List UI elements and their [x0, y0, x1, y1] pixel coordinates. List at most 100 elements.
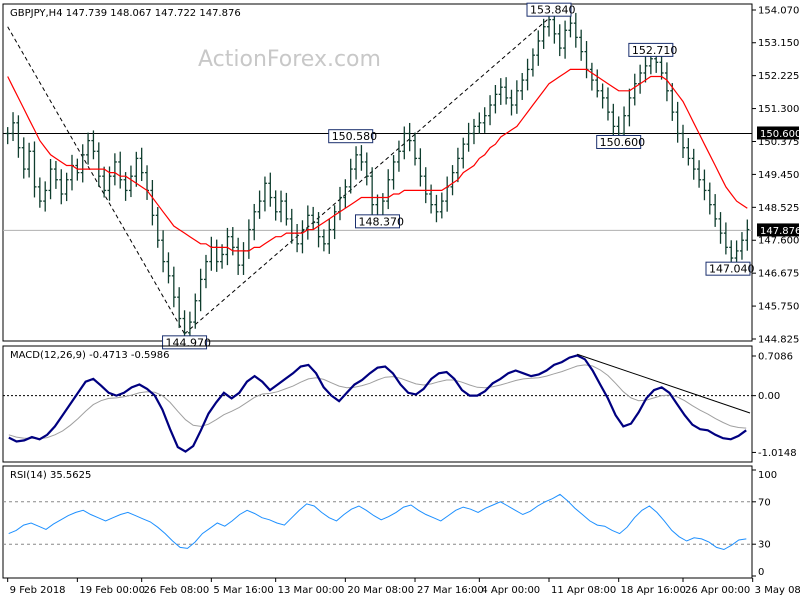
price-bar	[128, 165, 133, 198]
price-bar	[236, 237, 241, 275]
price-bar	[11, 112, 16, 142]
price-bar	[118, 151, 123, 189]
price-bar	[541, 18, 546, 49]
price-bar	[429, 184, 434, 214]
price-annotation-box	[526, 2, 572, 17]
macd-y-tick-label: 0.7086	[758, 351, 793, 362]
price-bar	[327, 218, 332, 254]
price-bar	[675, 101, 680, 143]
price-y-tick-label: 153.150	[758, 38, 799, 49]
price-bar	[514, 80, 519, 114]
price-bar	[589, 62, 594, 91]
price-bar	[171, 266, 176, 308]
price-bar	[139, 147, 144, 182]
price-annotation: 153.840	[526, 2, 576, 17]
price-y-tick-label: 151.300	[758, 104, 799, 115]
rsi-plot-area	[3, 493, 752, 551]
time-tick-label: 20 Mar 08:00	[347, 585, 414, 596]
time-tick-label: 11 Apr 08:00	[551, 585, 616, 596]
macd-panel-frame	[2, 345, 753, 463]
price-annotation: 147.040	[705, 261, 755, 276]
pattern-dashed-line	[7, 26, 185, 335]
price-annotation-box	[355, 214, 400, 229]
time-tick-label: 26 Apr 00:00	[685, 585, 750, 596]
time-tick-label: 9 Feb 2018	[10, 585, 66, 596]
resistance-price-label: 150.600	[760, 129, 800, 140]
price-bar	[643, 55, 648, 83]
rsi-y-tick-label: 0	[758, 567, 764, 578]
price-bar	[27, 142, 32, 178]
price-bar	[311, 206, 316, 231]
macd-y-axis: 0.7086 0.00 -1.0148	[752, 351, 797, 459]
price-bar	[471, 118, 476, 145]
price-y-tick-label: 150.375	[758, 137, 799, 148]
price-annotation: 150.580	[328, 129, 378, 144]
macd-trend-line	[577, 353, 751, 414]
price-bar	[396, 140, 401, 172]
macd-y-tick-label: 0.00	[758, 391, 780, 402]
price-panel: ActionForex.com GBPJPY,H4 147.739 148.06…	[2, 2, 800, 350]
macd-panel-header: MACD(12,26,9) -0.4713 -0.5986	[10, 350, 170, 361]
time-tick-label: 19 Feb 00:00	[79, 585, 145, 596]
price-panel-header: GBPJPY,H4 147.739 148.067 147.722 147.87…	[10, 8, 241, 19]
price-annotation-label: 148.370	[359, 215, 405, 228]
price-annotation-label: 150.580	[332, 130, 378, 143]
macd-plot-area	[3, 353, 752, 453]
price-bar	[713, 194, 718, 227]
price-bar	[493, 84, 498, 114]
price-bar	[434, 194, 439, 223]
price-annotation-box	[328, 129, 374, 144]
price-bar	[354, 146, 359, 180]
price-bar	[370, 167, 375, 215]
price-plot-area: 150.600 147.876 153.840 152.710 150.580 150.6…	[3, 2, 800, 350]
price-bar	[702, 169, 707, 201]
price-bar	[536, 30, 541, 66]
price-bar	[407, 122, 412, 152]
price-bar	[461, 137, 466, 169]
price-bar	[21, 137, 26, 179]
price-bar	[450, 165, 455, 196]
price-bar	[707, 182, 712, 215]
price-bar	[80, 144, 85, 183]
macd-y-tick-label: -1.0148	[758, 448, 797, 459]
time-tick-label: 18 Apr 16:00	[621, 585, 686, 596]
price-bar	[681, 124, 686, 158]
price-bar	[402, 126, 407, 160]
price-annotation: 150.600	[596, 134, 646, 149]
price-bar	[455, 147, 460, 183]
price-annotation-label: 144.970	[166, 336, 212, 349]
price-bar	[48, 158, 53, 200]
price-bar	[5, 127, 10, 145]
current-price-tag	[757, 223, 799, 237]
price-bar	[225, 227, 230, 266]
price-bar	[257, 190, 262, 219]
price-bar	[348, 158, 353, 194]
price-bar	[262, 176, 267, 212]
price-bar	[332, 205, 337, 240]
price-bar	[150, 180, 155, 226]
rsi-panel-header: RSI(14) 35.5625	[10, 470, 91, 481]
price-bar	[691, 148, 696, 180]
price-bar	[739, 232, 744, 260]
rsi-y-tick-label: 30	[758, 540, 771, 551]
price-bar	[498, 78, 503, 105]
price-bar	[64, 172, 69, 202]
price-bar	[112, 153, 117, 186]
price-bar	[161, 230, 166, 273]
price-bar	[504, 77, 509, 105]
price-annotation-label: 150.600	[600, 136, 646, 149]
price-bar	[268, 172, 273, 207]
price-bar	[557, 24, 562, 57]
price-bar	[745, 219, 750, 251]
price-y-tick-label: 145.750	[758, 302, 799, 313]
price-bar	[686, 138, 691, 166]
rsi-panel: RSI(14) 35.5625 100 70 30 0	[2, 465, 777, 579]
price-bar	[343, 179, 348, 209]
price-bar	[718, 212, 723, 244]
time-tick-label: 27 Mar 16:00	[417, 585, 484, 596]
price-bar	[203, 254, 208, 289]
price-y-tick-label: 144.825	[758, 335, 799, 346]
price-bar	[53, 160, 58, 189]
